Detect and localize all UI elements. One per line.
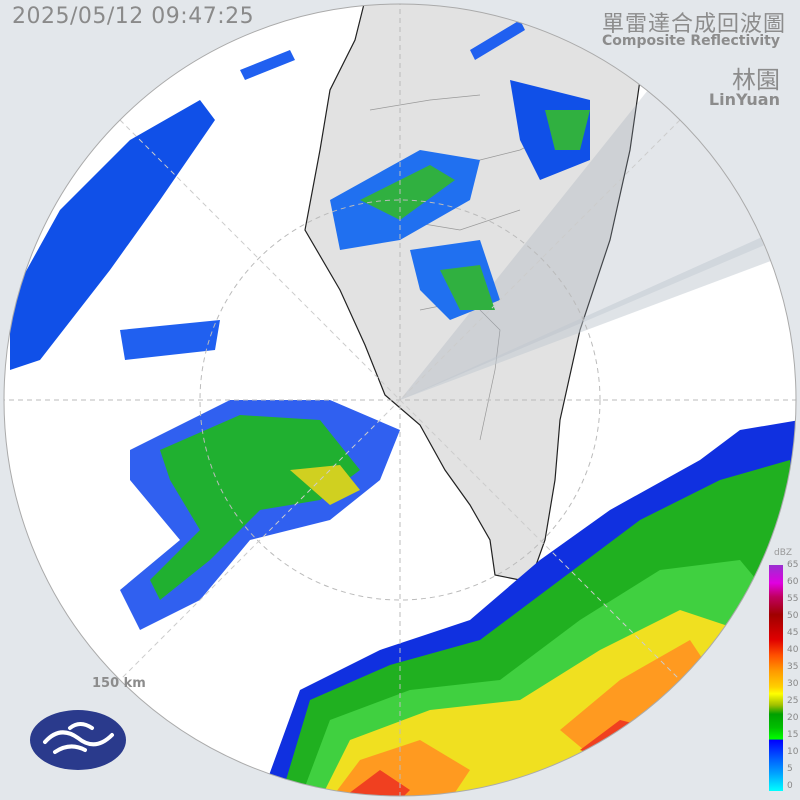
echo-west bbox=[10, 20, 590, 630]
legend-tick: 0 bbox=[787, 781, 793, 791]
legend-tick: 10 bbox=[787, 747, 799, 757]
legend-tick: 50 bbox=[787, 611, 799, 621]
legend-color-bar bbox=[769, 565, 783, 791]
title-zh: 單雷達合成回波圖 bbox=[601, 12, 786, 37]
legend-tick: 60 bbox=[787, 577, 799, 587]
cwa-logo bbox=[30, 710, 126, 770]
legend-tick: 35 bbox=[787, 662, 799, 672]
range-ring-inner bbox=[199, 199, 601, 601]
legend-tick: 30 bbox=[787, 679, 799, 689]
title-en: Composite Reflectivity bbox=[602, 33, 780, 49]
legend-tick: 40 bbox=[787, 645, 799, 655]
legend-tick: 15 bbox=[787, 730, 799, 740]
legend-tick: 5 bbox=[787, 764, 793, 774]
legend-tick: 25 bbox=[787, 696, 799, 706]
legend-unit: dBZ bbox=[774, 548, 793, 558]
legend-tick: 45 bbox=[787, 628, 799, 638]
site-name-zh: 林園 bbox=[732, 66, 780, 94]
timestamp: 2025/05/12 09:47:25 bbox=[12, 4, 255, 29]
dbz-legend: dBZ 65 60 55 50 45 40 35 30 25 20 15 10 5 0 bbox=[768, 548, 800, 798]
range-ring-outer bbox=[3, 3, 797, 797]
legend-tick: 20 bbox=[787, 713, 799, 723]
legend-tick: 65 bbox=[787, 560, 799, 570]
site-name-en: LinYuan bbox=[708, 90, 780, 109]
legend-tick: 55 bbox=[787, 594, 799, 604]
range-label: 150 km bbox=[92, 676, 146, 691]
